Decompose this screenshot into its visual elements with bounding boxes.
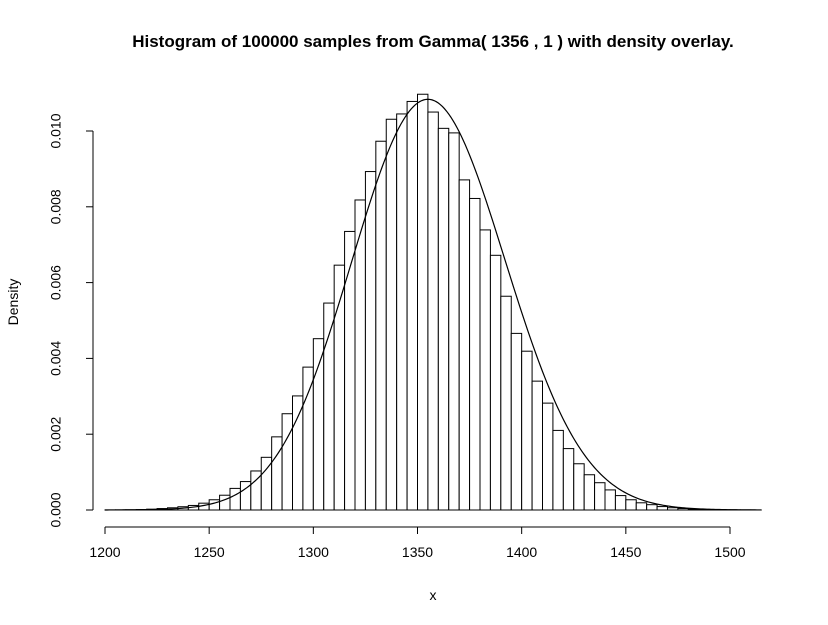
histogram-bar: [292, 395, 304, 511]
histogram-bar: [614, 495, 627, 511]
histogram-bar: [364, 171, 377, 511]
y-tick-label: 0.002: [48, 416, 64, 451]
x-tick-label: 1450: [610, 544, 641, 560]
y-tick-label: 0.006: [48, 265, 64, 300]
histogram-bar: [375, 140, 387, 511]
histogram-bar: [510, 332, 523, 511]
histogram-bar: [667, 507, 679, 511]
y-tick-label: 0.004: [48, 341, 64, 376]
histogram-bar: [562, 448, 575, 511]
histogram-bar: [479, 229, 491, 511]
histogram-bar: [500, 295, 512, 511]
histogram-bar: [448, 132, 460, 511]
histogram-bar: [385, 118, 398, 511]
y-tick-label: 0.008: [48, 189, 64, 224]
histogram-bar: [458, 179, 471, 511]
y-tick-label: 0.010: [48, 113, 64, 148]
histogram-bar: [646, 504, 658, 511]
histogram-bar: [531, 380, 543, 511]
x-tick-label: 1300: [298, 544, 329, 560]
x-axis: 1200 1250 1300 1350 1400 1450 1500: [89, 526, 746, 560]
chart-title: Histogram of 100000 samples from Gamma( …: [132, 32, 734, 51]
histogram-bar: [656, 506, 668, 511]
histogram-bar: [542, 402, 554, 511]
x-tick-label: 1400: [506, 544, 537, 560]
histogram-bar: [677, 508, 689, 511]
x-tick-label: 1500: [714, 544, 745, 560]
histogram-bar: [437, 127, 450, 511]
histogram-bar: [427, 111, 439, 511]
histogram-bar: [229, 487, 241, 511]
histogram-bar: [396, 113, 408, 511]
x-tick-label: 1250: [194, 544, 225, 560]
density-curve: [105, 98, 762, 511]
histogram-bar: [604, 489, 616, 511]
histogram-bar: [573, 463, 585, 511]
histogram-bar: [417, 93, 429, 511]
x-tick-label: 1350: [402, 544, 433, 560]
histogram-bar: [489, 254, 502, 511]
y-axis: 0.000 0.002 0.004 0.006 0.008 0.010: [48, 113, 94, 528]
histogram-bar: [271, 436, 283, 511]
x-tick-label: 1200: [89, 544, 120, 560]
x-axis-label: x: [430, 587, 437, 603]
histogram-bar: [469, 197, 481, 511]
histogram-bar: [302, 366, 314, 511]
histogram-bar: [281, 413, 294, 511]
y-tick-label: 0.000: [48, 492, 64, 527]
histogram-bar: [344, 230, 356, 511]
histogram-bar: [208, 499, 221, 511]
histogram-bar: [552, 429, 564, 511]
histogram-bar: [219, 494, 231, 511]
histogram-bars: [104, 93, 762, 511]
y-axis-label: Density: [5, 279, 21, 326]
histogram-bar: [406, 100, 419, 511]
histogram-bar: [594, 482, 606, 511]
histogram-bar: [521, 350, 533, 511]
histogram-bar: [625, 499, 637, 511]
histogram-bar: [635, 502, 648, 511]
histogram-bar: [583, 474, 596, 511]
